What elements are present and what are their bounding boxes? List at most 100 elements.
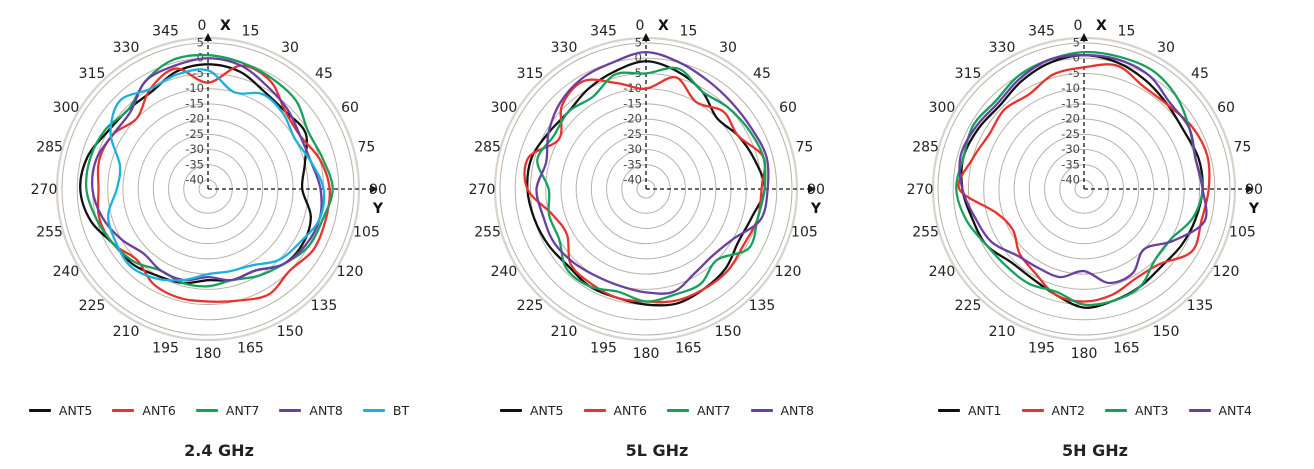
angle-label: 45 [753, 66, 771, 82]
series-line-bt [106, 68, 326, 282]
angle-label: 45 [315, 66, 333, 82]
chart-legend: ANT1 ANT2 ANT3 ANT4 [876, 401, 1314, 419]
angle-label: 330 [551, 40, 578, 56]
legend-item: ANT7 [667, 403, 731, 418]
angle-label: 240 [491, 264, 518, 280]
legend-item: ANT8 [279, 403, 343, 418]
ring-value-label: -20 [1061, 112, 1080, 126]
legend-swatch [279, 408, 302, 412]
angle-label: 270 [469, 182, 496, 198]
angle-label: 270 [31, 182, 58, 198]
angle-label: 60 [779, 100, 797, 116]
angle-label: 30 [281, 40, 299, 56]
ring-value-label: -30 [1061, 142, 1080, 156]
angle-label: 345 [152, 24, 179, 40]
y-axis-label: Y [1248, 201, 1260, 217]
angle-label: 75 [1233, 140, 1251, 156]
angle-label: 150 [715, 324, 742, 340]
angle-label: 240 [53, 264, 80, 280]
polar-chart-panel: 5 0 -5 -10 -15 -20 -25 -30 -35 -40 0 15 30 45 60 75 90 10… [876, 0, 1314, 469]
angle-label: 150 [1153, 324, 1180, 340]
angle-label: 195 [1028, 340, 1055, 356]
ring-value-label: -35 [185, 157, 204, 171]
ring-value-label: -5 [193, 66, 204, 80]
grid-ring [168, 149, 248, 229]
ring-value-label: 5 [635, 36, 642, 50]
angle-label: 180 [633, 346, 660, 362]
ring-value-label: -25 [1061, 127, 1080, 141]
angle-label: 345 [590, 24, 617, 40]
grid-ring [952, 57, 1216, 321]
angle-label: 345 [1028, 24, 1055, 40]
angle-label: 105 [791, 224, 818, 240]
angle-label: 270 [907, 182, 934, 198]
legend-swatch [667, 408, 689, 412]
series-line-ant8 [91, 57, 323, 282]
chart-title: 5H GHz [1062, 441, 1128, 460]
ring-value-label: -35 [1061, 157, 1080, 171]
ring-value-label: -25 [623, 127, 642, 141]
legend-item: ANT7 [195, 403, 259, 418]
grid-ring [1028, 133, 1140, 245]
ring-value-label: -40 [623, 173, 642, 187]
angle-label: 240 [929, 264, 956, 280]
ring-value-label: -40 [185, 173, 204, 187]
angle-label: 0 [198, 18, 207, 34]
ring-value-label: -40 [1061, 173, 1080, 187]
angle-label: 135 [1187, 298, 1214, 314]
legend-item: ANT8 [750, 403, 814, 418]
angle-label: 30 [719, 40, 737, 56]
angle-label: 105 [1229, 224, 1256, 240]
angle-label: 330 [113, 40, 140, 56]
angle-label: 225 [79, 298, 106, 314]
angle-label: 180 [195, 346, 222, 362]
angle-label: 120 [337, 264, 364, 280]
series-line-ant2 [957, 63, 1211, 303]
ring-value-label: 5 [1073, 36, 1080, 50]
angle-label: 75 [357, 140, 375, 156]
ring-value-label: -5 [1069, 66, 1080, 80]
polar-chart-svg: 50-5-10-15-20-25-30-35-400 15304560759010… [907, 18, 1263, 362]
angle-label: 210 [989, 324, 1016, 340]
legend-swatch [500, 408, 522, 412]
y-axis-label: Y [810, 201, 822, 217]
series-line-ant4 [958, 54, 1208, 285]
angle-label: 45 [1191, 66, 1209, 82]
polar-chart-panel: 5 0 -5 -10 -15 -20 -25 -30 -35 -40 0 15 30 45 60 75 90 10… [438, 0, 876, 469]
grid-ring [575, 118, 717, 260]
legend-label: ANT1 [968, 402, 1002, 418]
angle-label: 300 [491, 100, 518, 116]
x-axis-label: X [220, 18, 231, 34]
legend-item: ANT5 [28, 403, 92, 418]
legend-item: ANT4 [1188, 402, 1253, 418]
x-axis-label: X [658, 18, 669, 34]
ring-value-label: -25 [185, 127, 204, 141]
grid-ring [590, 133, 702, 245]
angle-label: 255 [474, 224, 501, 240]
angle-label: 255 [912, 224, 939, 240]
angle-label: 315 [955, 66, 982, 82]
ring-value-label: -15 [1061, 96, 1080, 110]
legend-swatch [28, 408, 51, 412]
ring-value-label: -10 [185, 81, 204, 95]
series-line-ant1 [960, 54, 1204, 309]
series-line-ant7 [536, 66, 767, 303]
angle-label: 15 [1118, 24, 1136, 40]
angle-label: 285 [474, 140, 501, 156]
angle-label: 225 [517, 298, 544, 314]
grid-ring [137, 118, 279, 260]
angle-label: 30 [1157, 40, 1175, 56]
ring-value-label: -15 [185, 96, 204, 110]
legend-swatch [938, 408, 960, 412]
angle-label: 15 [242, 24, 260, 40]
legend-label: ANT3 [1135, 402, 1169, 418]
angle-label: 150 [277, 324, 304, 340]
grid-ring [514, 57, 778, 321]
legend-item: ANT2 [1021, 403, 1085, 418]
ring-value-label: -20 [623, 112, 642, 126]
angle-label: 165 [237, 340, 264, 356]
grid-ring [937, 42, 1231, 336]
legend-label: ANT4 [1218, 402, 1253, 418]
angle-label: 90 [369, 182, 387, 198]
x-axis-label: X [1096, 18, 1107, 34]
